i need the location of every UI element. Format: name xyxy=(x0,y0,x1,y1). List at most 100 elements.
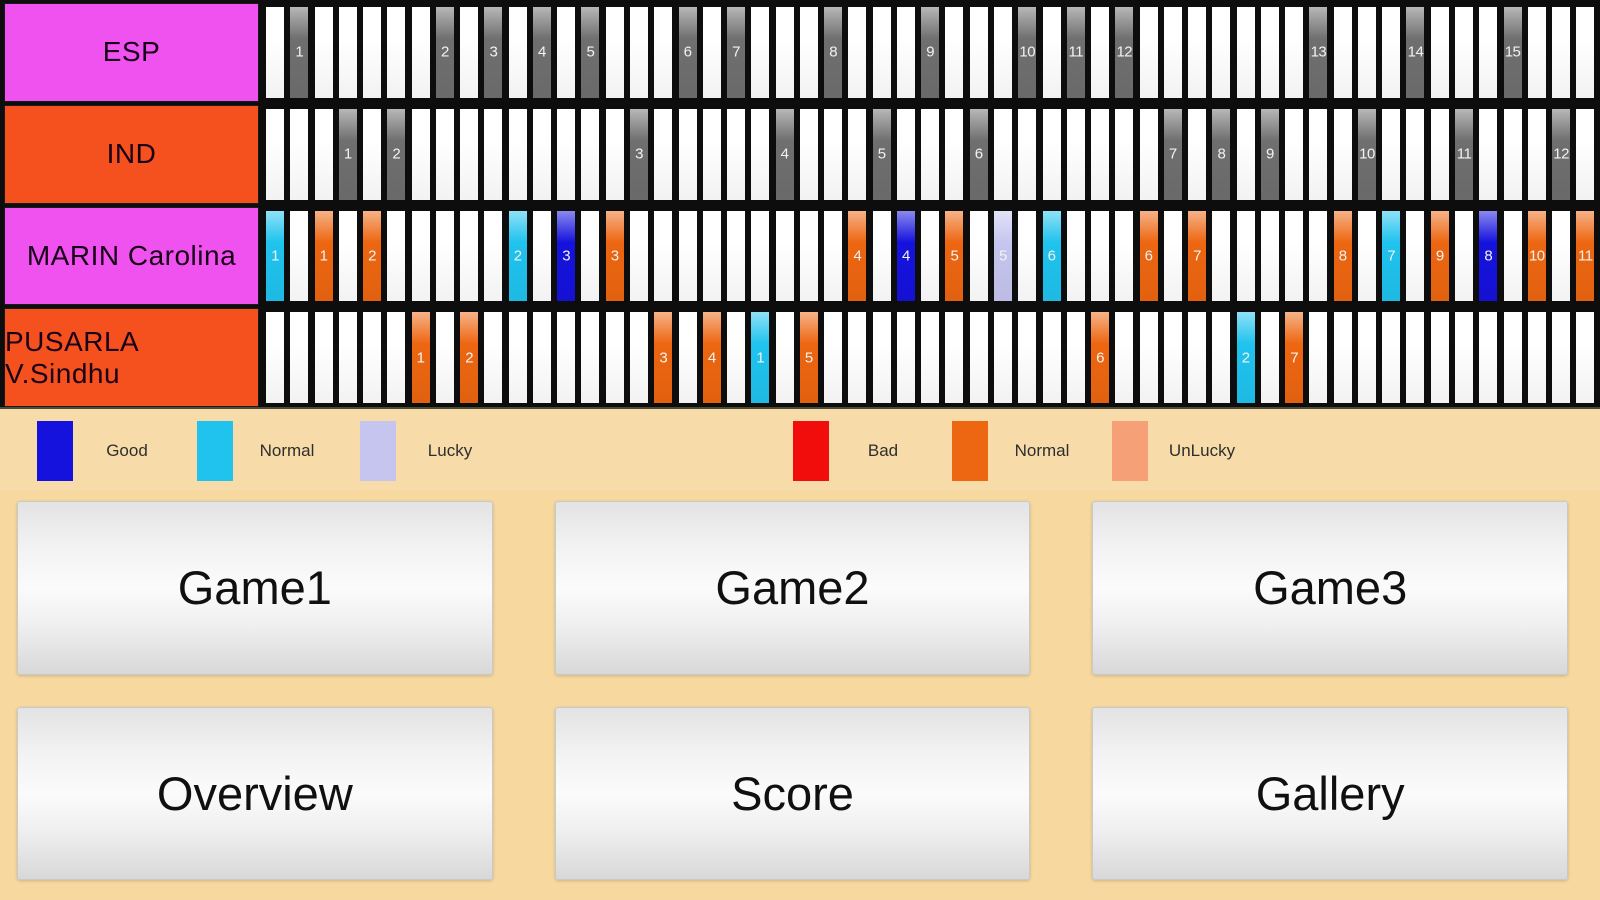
timeline-slot xyxy=(1501,207,1525,306)
empty-bar xyxy=(751,108,770,200)
timeline-slot xyxy=(409,3,433,102)
timeline-slot xyxy=(991,3,1015,102)
timeline-slot: 13 xyxy=(1306,3,1330,102)
timeline-slot xyxy=(918,308,942,407)
timeline-slot xyxy=(1185,3,1209,102)
event-number: 7 xyxy=(1168,145,1177,163)
empty-bar xyxy=(629,7,648,98)
event-bar-orange: 1 xyxy=(411,312,430,403)
timeline-slot: 1 xyxy=(287,3,311,102)
timeline-slot xyxy=(797,105,821,204)
timeline-slot xyxy=(1306,308,1330,407)
empty-bar xyxy=(969,210,988,302)
timeline-slot xyxy=(1015,308,1039,407)
empty-bar xyxy=(1309,312,1328,403)
timeline-slot xyxy=(1428,105,1452,204)
empty-bar xyxy=(1285,210,1304,302)
timeline-slot xyxy=(506,308,530,407)
timeline-slot: 10 xyxy=(1015,3,1039,102)
empty-bar xyxy=(921,312,940,403)
empty-bar xyxy=(969,7,988,98)
empty-bar xyxy=(1212,210,1231,302)
empty-bar xyxy=(1406,312,1425,403)
timeline-slot xyxy=(700,3,724,102)
game1-button[interactable]: Game1 xyxy=(17,501,493,675)
empty-bar xyxy=(484,108,503,200)
game2-button[interactable]: Game2 xyxy=(554,501,1031,675)
empty-bar xyxy=(1236,108,1255,200)
timeline-slot xyxy=(336,308,360,407)
timeline-slot xyxy=(1137,3,1161,102)
overview-button[interactable]: Overview xyxy=(17,706,493,880)
event-number: 1 xyxy=(343,145,352,163)
empty-bar xyxy=(1430,312,1449,403)
timeline-slot xyxy=(1379,308,1403,407)
empty-bar xyxy=(1552,210,1571,302)
legend-label: Normal xyxy=(1014,441,1070,460)
event-bar-gray: 1 xyxy=(338,108,357,200)
timeline-slot xyxy=(1573,308,1597,407)
empty-bar xyxy=(872,312,891,403)
empty-bar xyxy=(1479,7,1498,98)
empty-bar xyxy=(824,108,843,200)
timeline-slot xyxy=(1112,207,1136,306)
timeline-slot: 10 xyxy=(1525,207,1549,306)
empty-bar xyxy=(1576,7,1595,98)
timeline-slot: 7 xyxy=(1185,207,1209,306)
timeline-slot xyxy=(845,3,869,102)
empty-bar xyxy=(1357,312,1376,403)
empty-bar xyxy=(751,210,770,302)
timeline-slot: 4 xyxy=(700,308,724,407)
event-bar-gray: 9 xyxy=(1260,108,1279,200)
timeline-slot: 6 xyxy=(1088,308,1112,407)
empty-bar xyxy=(1042,312,1061,403)
timeline-slot: 7 xyxy=(1379,207,1403,306)
empty-bar xyxy=(678,108,697,200)
empty-bar xyxy=(1018,210,1037,302)
timeline-slot xyxy=(433,308,457,407)
empty-bar xyxy=(363,108,382,200)
timeline-slot: 5 xyxy=(870,105,894,204)
timeline-slot xyxy=(967,308,991,407)
timeline-slot xyxy=(724,308,748,407)
row-label-esp: ESP xyxy=(4,3,259,102)
empty-bar xyxy=(1260,210,1279,302)
timeline-slot xyxy=(1331,308,1355,407)
timeline-slot xyxy=(870,3,894,102)
score-button[interactable]: Score xyxy=(554,706,1031,880)
timeline-slot xyxy=(312,308,336,407)
timeline-slot xyxy=(1501,308,1525,407)
game3-button[interactable]: Game3 xyxy=(1092,501,1568,675)
timeline-slot xyxy=(1088,105,1112,204)
timeline-slot xyxy=(1452,308,1476,407)
gallery-button[interactable]: Gallery xyxy=(1092,706,1568,880)
timeline-slot xyxy=(1064,105,1088,204)
empty-bar xyxy=(1357,210,1376,302)
timeline-row-pusarla: PUSARLA V.Sindhu 1 2 3 4 1 5 6 2 7 xyxy=(0,308,1600,407)
event-number: 6 xyxy=(1144,247,1153,265)
timeline-slot: 11 xyxy=(1573,207,1597,306)
timeline-slot xyxy=(1355,3,1379,102)
empty-bar xyxy=(751,7,770,98)
legend-swatch-blue xyxy=(37,421,73,481)
timeline-slot: 2 xyxy=(360,207,384,306)
timeline-slot xyxy=(700,105,724,204)
timeline-slot xyxy=(1234,105,1258,204)
timeline-slot xyxy=(942,3,966,102)
event-bar-gray: 8 xyxy=(824,7,843,98)
legend-swatch-lavender xyxy=(360,421,396,481)
timeline-slot xyxy=(336,207,360,306)
event-bar-orange: 6 xyxy=(1091,312,1110,403)
event-number: 7 xyxy=(1387,247,1396,265)
timeline-slot: 15 xyxy=(1501,3,1525,102)
event-bar-cyan: 2 xyxy=(1236,312,1255,403)
row-label-marin: MARIN Carolina xyxy=(4,206,259,306)
timeline-slot: 10 xyxy=(1355,105,1379,204)
empty-bar xyxy=(945,108,964,200)
timeline-slot: 11 xyxy=(1064,3,1088,102)
event-bar-orange: 3 xyxy=(654,312,673,403)
empty-bar xyxy=(1576,108,1595,200)
event-bar-blue: 3 xyxy=(557,210,576,302)
event-number: 11 xyxy=(1068,43,1084,61)
timeline-slot xyxy=(991,105,1015,204)
